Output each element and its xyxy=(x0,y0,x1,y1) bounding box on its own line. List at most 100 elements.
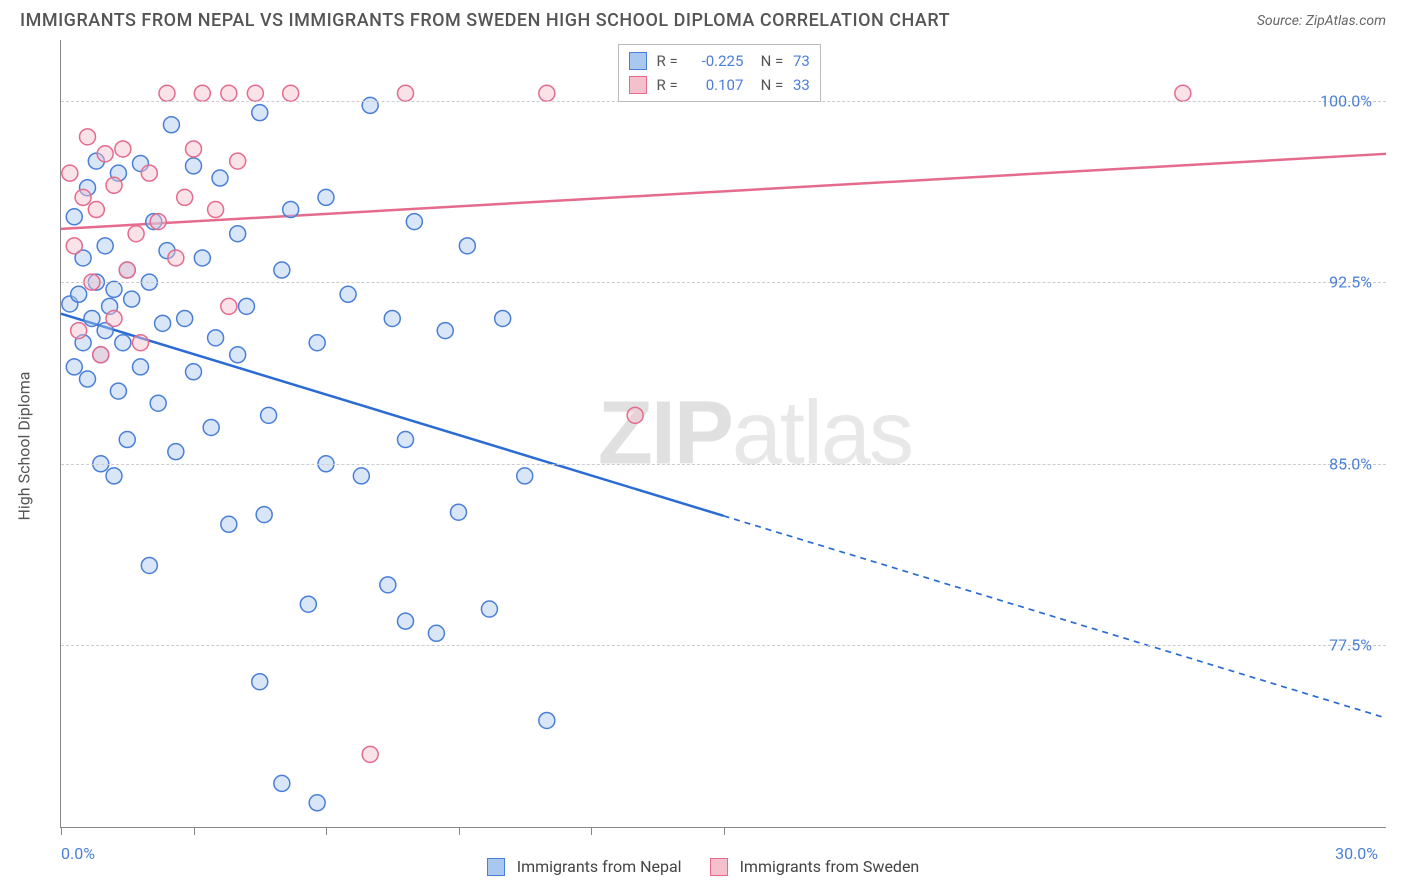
scatter-point xyxy=(398,613,414,629)
legend-item-sweden: Immigrants from Sweden xyxy=(710,857,920,876)
r-value: -0.225 xyxy=(687,49,743,73)
legend-bottom: Immigrants from Nepal Immigrants from Sw… xyxy=(0,857,1406,876)
y-tick-label: 92.5% xyxy=(1329,273,1372,292)
scatter-point xyxy=(384,310,400,326)
scatter-point xyxy=(133,359,149,375)
scatter-point xyxy=(93,347,109,363)
scatter-point xyxy=(106,281,122,297)
scatter-point xyxy=(230,347,246,363)
scatter-point xyxy=(150,395,166,411)
scatter-point xyxy=(141,165,157,181)
scatter-point xyxy=(110,383,126,399)
scatter-point xyxy=(380,577,396,593)
scatter-point xyxy=(398,432,414,448)
scatter-point xyxy=(261,407,277,423)
correlation-legend-row: R = -0.225 N = 73 xyxy=(629,49,810,73)
legend-item-nepal: Immigrants from Nepal xyxy=(487,857,682,876)
scatter-point xyxy=(481,601,497,617)
gridline xyxy=(61,282,1386,283)
scatter-point xyxy=(155,315,171,331)
x-tick xyxy=(724,827,725,835)
scatter-point xyxy=(168,250,184,266)
chart-area: ZIPatlas 77.5%85.0%92.5%100.0%0.0%30.0%R… xyxy=(60,40,1386,828)
r-label: R = xyxy=(657,49,682,73)
n-value: 73 xyxy=(793,49,810,73)
scatter-point xyxy=(252,674,268,690)
scatter-point xyxy=(247,85,263,101)
scatter-point xyxy=(119,432,135,448)
scatter-point xyxy=(97,146,113,162)
scatter-point xyxy=(71,323,87,339)
scatter-point xyxy=(230,226,246,242)
scatter-point xyxy=(186,141,202,157)
scatter-point xyxy=(252,105,268,121)
y-tick-label: 77.5% xyxy=(1329,636,1372,655)
scatter-point xyxy=(71,286,87,302)
x-tick xyxy=(591,827,592,835)
gridline xyxy=(61,645,1386,646)
r-value: 0.107 xyxy=(687,73,743,97)
scatter-point xyxy=(274,775,290,791)
y-tick-label: 85.0% xyxy=(1329,454,1372,473)
scatter-point xyxy=(208,202,224,218)
scatter-point xyxy=(627,407,643,423)
scatter-point xyxy=(84,310,100,326)
scatter-point xyxy=(62,165,78,181)
scatter-point xyxy=(106,468,122,484)
source-label: Source: ZipAtlas.com xyxy=(1257,13,1386,29)
scatter-point xyxy=(186,364,202,380)
scatter-point xyxy=(517,468,533,484)
scatter-point xyxy=(1175,85,1191,101)
scatter-point xyxy=(186,158,202,174)
scatter-point xyxy=(115,141,131,157)
scatter-point xyxy=(106,310,122,326)
scatter-point xyxy=(75,189,91,205)
scatter-point xyxy=(539,712,555,728)
scatter-point xyxy=(128,226,144,242)
scatter-point xyxy=(141,557,157,573)
correlation-legend-row: R = 0.107 N = 33 xyxy=(629,73,810,97)
scatter-point xyxy=(203,419,219,435)
scatter-point xyxy=(239,298,255,314)
legend-label-sweden: Immigrants from Sweden xyxy=(740,857,920,876)
scatter-point xyxy=(309,335,325,351)
legend-swatch xyxy=(629,52,647,70)
legend-swatch-sweden xyxy=(710,858,728,876)
scatter-point xyxy=(177,310,193,326)
x-tick xyxy=(326,827,327,835)
chart-title: IMMIGRANTS FROM NEPAL VS IMMIGRANTS FROM… xyxy=(20,10,950,31)
scatter-point xyxy=(177,189,193,205)
scatter-point xyxy=(66,209,82,225)
scatter-point xyxy=(406,214,422,230)
scatter-point xyxy=(88,202,104,218)
scatter-point xyxy=(221,298,237,314)
legend-swatch xyxy=(629,76,647,94)
scatter-point xyxy=(150,214,166,230)
scatter-point xyxy=(159,85,175,101)
scatter-point xyxy=(66,359,82,375)
scatter-point xyxy=(283,85,299,101)
scatter-point xyxy=(230,153,246,169)
scatter-point xyxy=(66,238,82,254)
scatter-point xyxy=(353,468,369,484)
y-axis-label: High School Diploma xyxy=(15,372,34,521)
scatter-point xyxy=(451,504,467,520)
n-value: 33 xyxy=(793,73,810,97)
scatter-point xyxy=(168,444,184,460)
legend-label-nepal: Immigrants from Nepal xyxy=(517,857,682,876)
scatter-point xyxy=(437,323,453,339)
scatter-point xyxy=(212,170,228,186)
scatter-point xyxy=(208,330,224,346)
r-label: R = xyxy=(657,73,682,97)
scatter-point xyxy=(274,262,290,278)
scatter-point xyxy=(283,202,299,218)
scatter-point xyxy=(398,85,414,101)
scatter-point xyxy=(133,335,149,351)
scatter-point xyxy=(318,189,334,205)
scatter-point xyxy=(80,129,96,145)
scatter-point xyxy=(539,85,555,101)
scatter-point xyxy=(221,85,237,101)
scatter-point xyxy=(459,238,475,254)
scatter-point xyxy=(124,291,140,307)
x-tick xyxy=(61,827,62,835)
